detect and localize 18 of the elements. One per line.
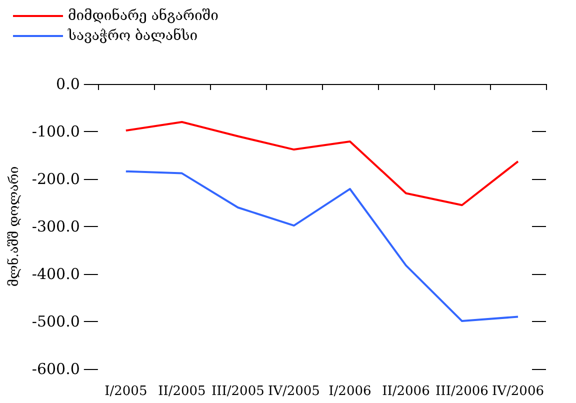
x-tick-label: IV/2005 [268,384,320,399]
y-tick-label: -100.0 [32,122,80,140]
y-tick-label: -300.0 [32,218,80,236]
legend-label: მიმდინარე ანგარიში [68,8,219,24]
x-tick-label: I/2005 [104,384,148,399]
x-tick-label: I/2006 [328,384,372,399]
x-tick-label: IV/2006 [492,384,544,399]
legend-label: სავაჭრო ბალანსი [67,28,198,44]
y-tick-label: -500.0 [32,312,80,330]
x-tick-label: II/2006 [382,384,430,399]
y-tick-label: -400.0 [32,265,80,283]
x-tick-label: III/2005 [212,384,264,399]
x-tick-label: II/2005 [158,384,206,399]
y-tick-label: -600.0 [32,360,80,378]
y-tick-label: 0.0 [56,75,80,93]
y-axis-title: მლნ.აშშ დოლარი [7,166,22,287]
x-tick-label: III/2006 [436,384,488,399]
y-tick-label: -200.0 [32,170,80,188]
